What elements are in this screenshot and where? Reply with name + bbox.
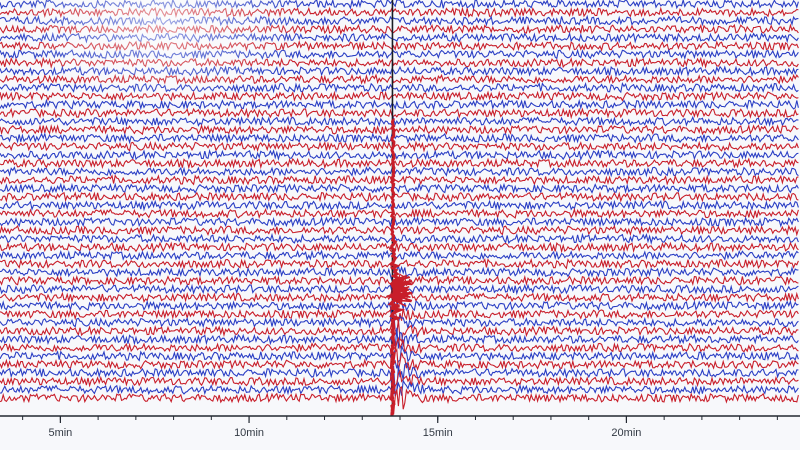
trace-line [0,166,799,178]
trace-line [0,224,799,237]
trace-line [0,90,799,102]
trace-line [0,241,799,254]
trace-line [0,107,799,120]
trace-line [0,191,799,203]
trace-line [0,115,799,128]
x-tick-label: 20min [611,427,641,439]
trace-line [0,98,799,111]
x-tick-label: 5min [48,427,72,439]
trace-line [0,148,799,162]
trace-line [0,56,799,69]
trace-line [0,249,799,261]
x-tick-label: 15min [423,427,453,439]
trace-line [0,199,799,212]
trace-line [0,123,799,136]
trace-line [0,174,799,186]
time-axis: 5min 10min 15min 20min [0,415,800,439]
trace-line [0,14,799,27]
trace-line [0,182,799,195]
trace-line [0,82,799,94]
trace-line [0,6,799,19]
trace-line [0,157,799,170]
trace-line [0,132,799,145]
trace-line [0,40,799,52]
trace-line [0,0,799,11]
trace-line [0,140,799,153]
x-tick-label: 10min [234,427,264,439]
trace-line [0,207,799,220]
seismic-traces [0,0,799,415]
trace-line [0,73,799,85]
trace-line [0,65,799,78]
trace-line [0,216,799,229]
trace-line [0,48,799,60]
trace-line [0,232,799,245]
trace-line [0,31,799,44]
trace-line [0,23,799,36]
